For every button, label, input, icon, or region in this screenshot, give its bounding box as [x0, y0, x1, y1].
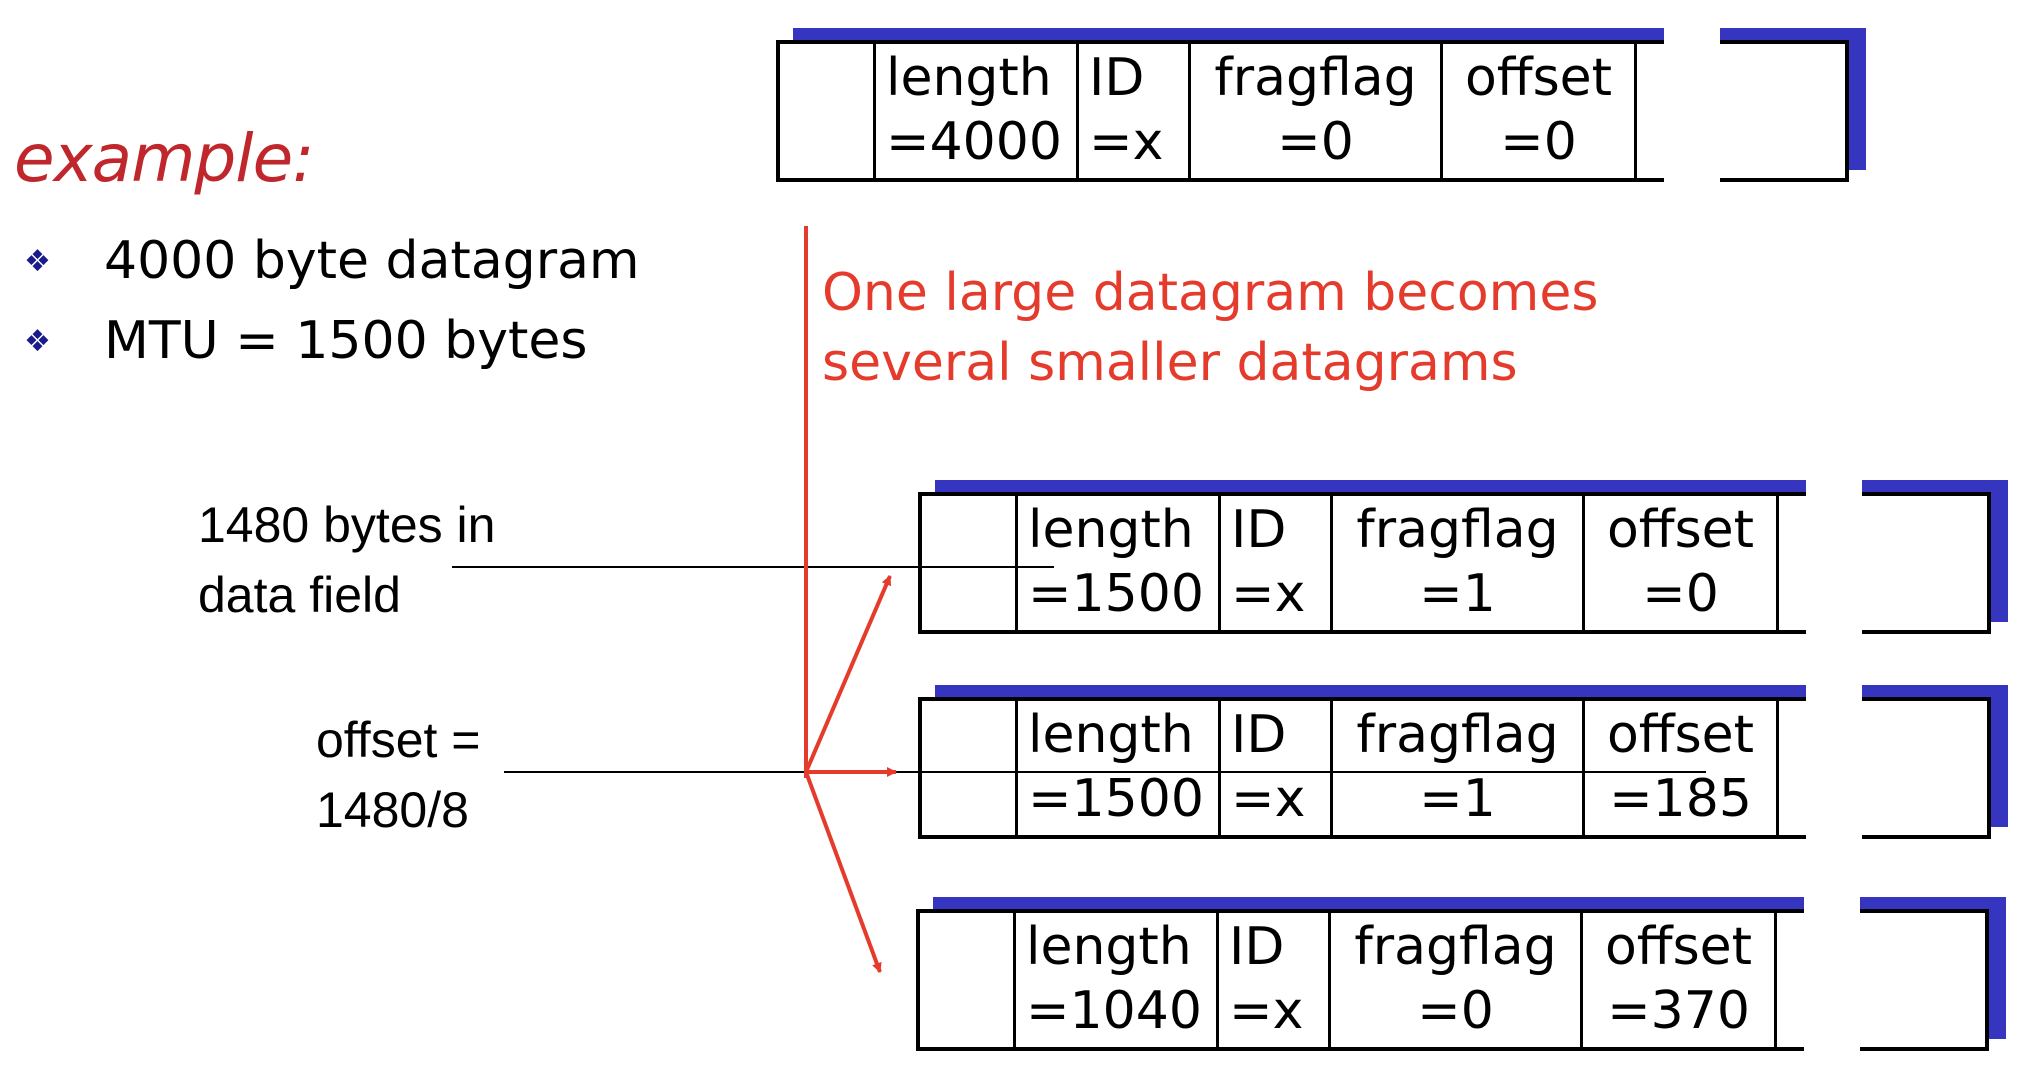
fragment-datagram-3: length =1040 ID =x fragflag =0 offset =370: [916, 895, 2006, 1057]
length-field: length =1040: [1026, 917, 1202, 1041]
fragflag-field: fragflag =0: [1354, 917, 1557, 1041]
arrow-to-fragment-1: [804, 575, 892, 773]
fragment-datagram-2: length =1500 ID =x fragflag =1 offset =185: [918, 683, 2008, 845]
length-field: length =4000: [886, 48, 1062, 172]
arrow-to-fragment-3: [804, 771, 882, 973]
offset-field: offset =0: [1464, 48, 1613, 172]
offset-field: offset =370: [1604, 917, 1753, 1041]
fragmentation-note: One large datagram becomes several small…: [822, 263, 1599, 393]
offset-field: offset =185: [1606, 705, 1755, 829]
diamond-bullet-icon: ❖: [24, 323, 51, 359]
fragment-datagram-1: length =1500 ID =x fragflag =1 offset =0: [918, 478, 2008, 640]
original-datagram: length =4000 ID =x fragflag =0 offset =0: [776, 26, 1866, 188]
offset-label: offset = 1480/8: [316, 712, 481, 838]
fragflag-field: fragflag =1: [1356, 500, 1559, 624]
diamond-bullet-icon: ❖: [24, 243, 51, 279]
offset-field: offset =0: [1606, 500, 1755, 624]
id-field: ID =x: [1231, 705, 1306, 829]
bullet-item-2: ❖ MTU = 1500 bytes: [24, 311, 588, 371]
id-field: ID =x: [1231, 500, 1306, 624]
fragflag-field: fragflag =1: [1356, 705, 1559, 829]
example-heading: example:: [14, 120, 314, 197]
data-field-label: 1480 bytes in data field: [198, 497, 496, 623]
length-field: length =1500: [1028, 500, 1204, 624]
id-field: ID =x: [1089, 48, 1164, 172]
fragflag-field: fragflag =0: [1214, 48, 1417, 172]
length-field: length =1500: [1028, 705, 1204, 829]
id-field: ID =x: [1229, 917, 1304, 1041]
bullet-item-1: ❖ 4000 byte datagram: [24, 231, 640, 291]
